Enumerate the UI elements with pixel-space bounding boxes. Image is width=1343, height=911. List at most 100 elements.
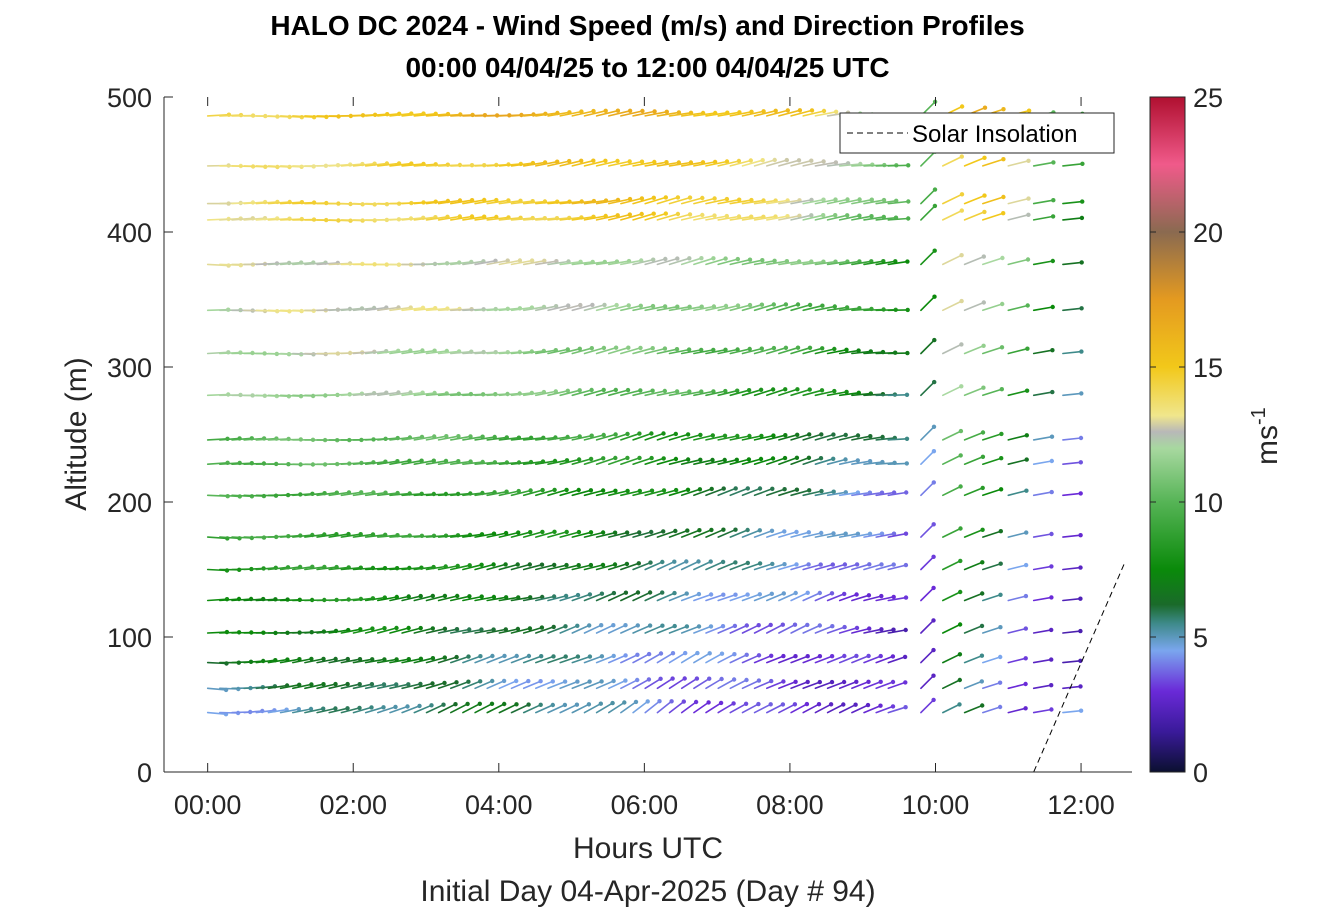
wind-barb [620,159,645,167]
wind-barb [510,488,533,497]
wind-barb [838,592,859,602]
wind-barb [474,678,495,690]
wind-barb [547,562,569,571]
wind-barb [620,108,645,117]
wind-barb [449,434,473,441]
wind-barb [340,705,362,714]
wind-barb [1007,593,1029,602]
wind-barb [607,590,629,602]
wind-barb [632,431,654,441]
wind-barb [571,562,594,571]
wind-barb [571,530,594,538]
wind-barb [1032,258,1056,266]
wind-barb [620,211,644,221]
wind-barb [620,345,643,355]
wind-barb [486,595,509,602]
wind-barb [595,623,616,634]
colorbar-tick-label: 15 [1193,353,1223,383]
wind-barb [802,108,827,117]
colorbar-label-exponent: -1 [1248,407,1270,425]
wind-barb [656,559,677,571]
x-tick-label: 06:00 [611,790,679,820]
wind-barb [668,347,692,355]
wind-barb [790,158,814,167]
wind-barb [534,487,557,497]
wind-barb [583,387,606,397]
wind-barb [1062,708,1084,714]
wind-barb [863,434,885,441]
wind-barb [437,627,460,634]
wind-barb [963,430,986,441]
wind-barb [291,656,314,664]
wind-barb [632,109,657,117]
wind-barb [656,456,679,466]
wind-barb [753,258,777,266]
wind-barb [559,702,580,714]
wind-barb [826,432,848,441]
wind-barb [644,529,666,538]
wind-barb [887,705,908,714]
wind-barb [1032,627,1054,634]
wind-barb [963,385,986,397]
wind-barb [863,531,885,538]
legend: Solar Insolation [839,112,1115,154]
wind-barb [510,626,533,634]
wind-barb [693,196,717,205]
wind-barb [583,591,605,602]
wind-barb [963,343,986,355]
wind-barb [680,591,702,602]
wind-barb [644,109,669,117]
wind-barb [595,213,620,221]
wind-barb [1062,684,1083,690]
wind-barb [753,528,775,538]
wind-barb [498,626,521,634]
wind-barb [741,456,764,466]
wind-barb [680,389,704,397]
wind-barb [376,704,398,714]
wind-barb [778,213,802,221]
wind-barb [668,457,691,466]
wind-barb [607,488,630,497]
wind-barb [753,591,774,602]
wind-barb [875,679,896,690]
wind-barb [595,455,618,466]
wind-barb [1007,388,1030,397]
wind-barb [981,387,1004,397]
wind-barb [607,678,628,690]
wind-barb [534,529,557,538]
wind-barb [838,562,860,571]
chart-title: HALO DC 2024 - Wind Speed (m/s) and Dire… [270,10,1025,41]
wind-barb [875,531,897,538]
wind-barb [595,432,618,441]
wind-barb [693,559,713,571]
wind-barb [547,347,570,355]
wind-barb [802,590,822,602]
wind-barb [656,195,681,205]
wind-barb [559,529,582,538]
wind-barb [963,560,985,571]
wind-barb [425,680,447,690]
wind-barb [644,676,663,690]
wind-barb [851,679,871,690]
wind-barb [656,528,678,538]
wind-barb [729,388,752,397]
wind-barb [838,213,862,221]
wind-barb [838,625,860,634]
wind-barb [941,484,963,497]
wind-barb [1032,531,1054,538]
wind-barb [717,701,736,714]
wind-barb [583,488,606,497]
wind-barb [401,625,423,634]
wind-barb [668,432,691,441]
wind-barb [765,702,786,714]
wind-barb [887,199,911,205]
wind-barb [863,214,886,221]
wind-barb [486,678,507,690]
wind-barb [425,702,446,714]
wind-barb [607,431,630,441]
wind-barb [741,561,763,571]
wind-barb [547,624,568,634]
wind-barb [705,651,725,664]
wind-barb [705,676,724,690]
wind-barb [510,678,531,690]
